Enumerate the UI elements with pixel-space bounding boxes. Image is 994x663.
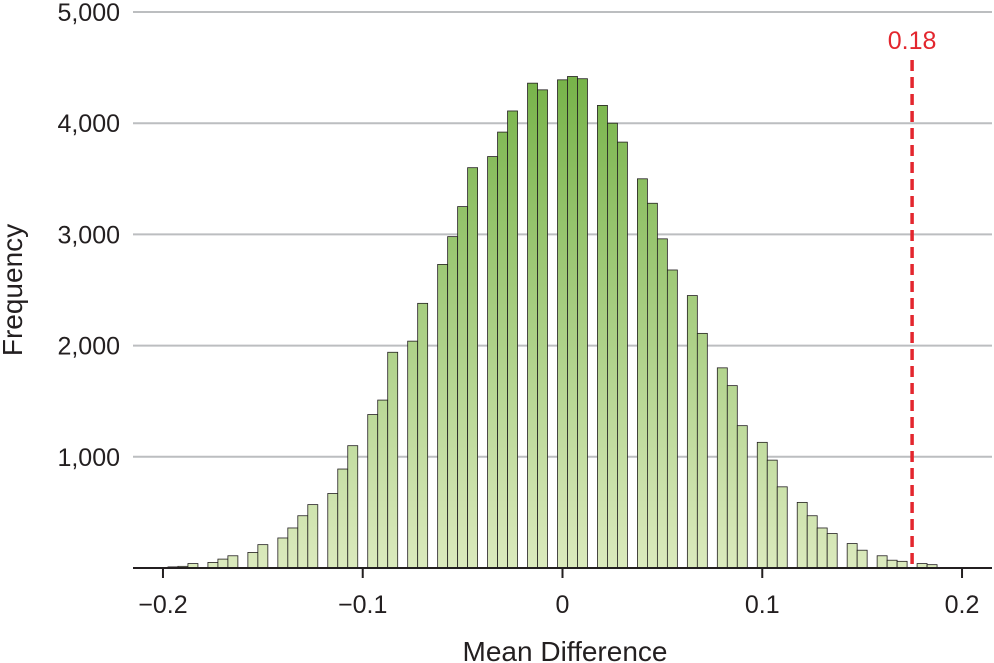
histogram-bar [457, 206, 469, 569]
histogram-bar [607, 122, 618, 569]
histogram-bar [666, 269, 678, 569]
histogram-bar [686, 295, 698, 569]
histogram-bar [796, 501, 808, 569]
histogram-bar [856, 549, 868, 569]
histogram-bar [756, 441, 768, 569]
annotations: 0.18 [888, 27, 937, 568]
histogram-bar [287, 527, 299, 569]
histogram-bar [716, 367, 728, 569]
histogram-bar [577, 78, 588, 569]
histogram-bar [557, 79, 568, 569]
histogram-bar [227, 555, 239, 569]
x-tick-label: −0.1 [338, 591, 387, 619]
threshold-label: 0.18 [888, 27, 937, 55]
y-tick-label: 5,000 [57, 0, 120, 27]
x-tick-label: 0.1 [745, 591, 780, 619]
histogram-bar [347, 445, 359, 569]
histogram-bar [337, 468, 349, 569]
histogram-bar [307, 504, 319, 569]
histogram-bar [497, 131, 508, 569]
histogram-bar [447, 236, 459, 569]
y-axis-title: Frequency [0, 224, 28, 356]
x-tick-label: −0.2 [138, 591, 187, 619]
histogram-bar [766, 459, 778, 569]
histogram-bar [507, 110, 518, 569]
y-tick-label: 1,000 [57, 444, 120, 472]
histogram-bar [387, 351, 399, 569]
histogram-bar [527, 82, 538, 569]
histogram-bar [896, 560, 908, 569]
histogram-bar [776, 486, 788, 569]
histogram-bar [537, 89, 548, 569]
histogram-bar [806, 515, 818, 569]
histogram-bar [567, 76, 578, 569]
histogram-bar [367, 414, 379, 569]
axes: −0.2 −0.1 0 0.1 0.2 [133, 567, 992, 619]
histogram-bar [647, 202, 658, 569]
histogram-bar [617, 141, 628, 569]
histogram-bar [886, 559, 898, 569]
histogram-bar [487, 156, 498, 569]
histogram-bar [816, 527, 828, 569]
x-tick-label: 0 [556, 591, 570, 619]
gridlines: 1,000 2,000 3,000 4,000 5,000 [57, 0, 992, 472]
histogram-bar [736, 425, 748, 569]
x-tick-label: 0.2 [945, 591, 980, 619]
histogram-bar [407, 340, 419, 569]
histogram-bar [247, 552, 259, 569]
histogram-bar [217, 558, 229, 569]
histogram-bar [656, 238, 668, 569]
y-tick-label: 4,000 [57, 110, 120, 138]
histogram-bar [327, 493, 339, 569]
histogram-bar [696, 332, 708, 569]
histogram-bar [257, 544, 269, 569]
histogram-bar [726, 385, 738, 569]
y-tick-label: 3,000 [57, 221, 120, 249]
histogram-bar [437, 264, 449, 569]
x-axis-title: Mean Difference [463, 636, 668, 663]
histogram-bars [167, 76, 938, 569]
histogram-bar [597, 105, 608, 569]
histogram-bar [277, 537, 289, 569]
histogram-bar [637, 178, 648, 569]
y-tick-label: 2,000 [57, 333, 120, 361]
histogram-bar [297, 515, 309, 569]
histogram-bar [377, 399, 389, 569]
histogram-bar [876, 555, 888, 569]
histogram-bar [846, 543, 858, 569]
histogram-bar [467, 167, 478, 569]
histogram-bar [417, 302, 429, 569]
histogram-bar [826, 533, 838, 569]
